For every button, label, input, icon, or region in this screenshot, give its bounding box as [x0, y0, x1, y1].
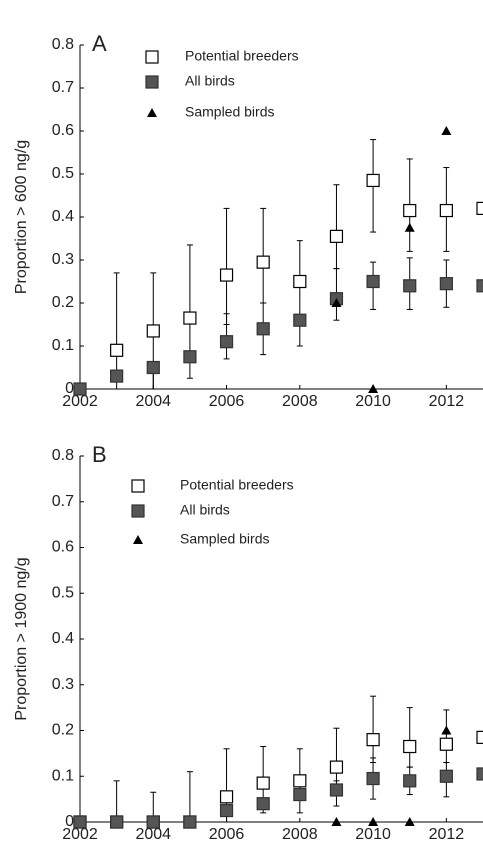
- square-marker: [219, 268, 234, 282]
- y-tick-label: 0.1: [52, 767, 74, 784]
- square-marker: [219, 335, 234, 349]
- x-tick-label: 2008: [282, 393, 318, 410]
- square-marker: [439, 769, 453, 783]
- x-tick-label: 2006: [209, 393, 245, 410]
- square-marker: [403, 203, 417, 218]
- triangle-marker: [331, 817, 342, 826]
- y-tick-label: 0: [65, 380, 74, 397]
- square-marker: [403, 774, 417, 788]
- x-tick-label: 2004: [135, 393, 171, 410]
- square-marker: [476, 767, 483, 781]
- legend-label: Potential breeders: [180, 477, 294, 493]
- y-tick-label: 0.6: [52, 122, 74, 139]
- square-marker: [293, 313, 307, 327]
- panel-label: B: [92, 442, 107, 467]
- triangle-marker: [147, 108, 157, 117]
- square-marker: [110, 343, 124, 357]
- square-marker: [329, 229, 344, 243]
- triangle-marker: [368, 384, 379, 393]
- y-tick-label: 0.3: [52, 251, 74, 268]
- square-marker: [476, 279, 483, 293]
- square-marker: [110, 815, 124, 829]
- square-marker: [403, 279, 417, 293]
- triangle-marker: [331, 298, 342, 307]
- square-marker: [476, 730, 483, 744]
- y-tick-label: 0.7: [52, 493, 74, 510]
- triangle-marker: [404, 817, 415, 826]
- y-tick-label: 0.6: [52, 539, 74, 556]
- square-marker: [403, 739, 417, 754]
- y-tick-label: 0.8: [52, 447, 74, 464]
- y-tick-label: 0.1: [52, 337, 74, 354]
- square-marker: [73, 382, 87, 396]
- legend-label: All birds: [185, 73, 235, 89]
- y-tick-label: 0: [65, 813, 74, 830]
- square-marker: [366, 733, 380, 747]
- y-tick-label: 0.4: [52, 630, 74, 647]
- y-axis-label: Proportion > 600 ng/g: [13, 140, 30, 294]
- square-marker: [131, 479, 145, 493]
- square-marker: [183, 311, 197, 325]
- y-tick-label: 0.5: [52, 584, 74, 601]
- square-marker: [256, 797, 270, 811]
- square-marker: [73, 815, 87, 829]
- square-marker: [131, 504, 145, 518]
- square-marker: [293, 274, 307, 289]
- y-tick-label: 0.3: [52, 676, 74, 693]
- x-tick-label: 2002: [62, 393, 98, 410]
- square-marker: [366, 771, 380, 786]
- square-marker: [329, 760, 344, 774]
- x-tick-label: 2012: [429, 393, 465, 410]
- square-marker: [329, 783, 344, 797]
- x-tick-label: 2002: [62, 826, 98, 843]
- x-tick-label: 2010: [355, 826, 391, 843]
- square-marker: [439, 203, 453, 218]
- square-marker: [256, 776, 270, 790]
- x-tick-label: 2006: [209, 826, 245, 843]
- y-tick-label: 0.2: [52, 722, 74, 739]
- square-marker: [366, 173, 380, 188]
- triangle-marker: [441, 126, 452, 135]
- square-marker: [293, 787, 307, 802]
- square-marker: [146, 360, 160, 375]
- square-marker: [439, 277, 453, 291]
- y-tick-label: 0.7: [52, 79, 74, 96]
- triangle-marker: [441, 725, 452, 735]
- square-marker: [366, 274, 380, 289]
- square-marker: [219, 790, 234, 804]
- square-marker: [145, 50, 159, 64]
- x-tick-label: 2004: [135, 826, 171, 843]
- y-tick-label: 0.4: [52, 208, 74, 225]
- triangle-marker: [133, 535, 143, 544]
- square-marker: [439, 737, 453, 751]
- square-marker: [256, 255, 270, 269]
- square-marker: [146, 815, 160, 829]
- y-axis-label: Proportion > 1900 ng/g: [13, 557, 30, 720]
- legend-label: All birds: [180, 502, 230, 518]
- square-marker: [476, 201, 483, 215]
- legend-label: Potential breeders: [185, 48, 299, 64]
- panel-label: A: [92, 31, 107, 56]
- square-marker: [110, 369, 124, 383]
- legend-label: Sampled birds: [185, 104, 275, 120]
- square-marker: [145, 75, 159, 89]
- triangle-marker: [368, 817, 379, 826]
- y-tick-label: 0.2: [52, 294, 74, 311]
- square-marker: [183, 815, 197, 829]
- y-tick-label: 0.5: [52, 165, 74, 182]
- legend-label: Sampled birds: [180, 531, 270, 547]
- square-marker: [146, 324, 160, 338]
- x-tick-label: 2008: [282, 826, 318, 843]
- y-tick-label: 0.8: [52, 36, 74, 53]
- x-tick-label: 2010: [355, 393, 391, 410]
- square-marker: [293, 774, 307, 788]
- square-marker: [183, 350, 197, 364]
- x-tick-label: 2012: [429, 826, 465, 843]
- square-marker: [219, 803, 234, 818]
- triangle-marker: [404, 222, 415, 232]
- square-marker: [256, 322, 270, 336]
